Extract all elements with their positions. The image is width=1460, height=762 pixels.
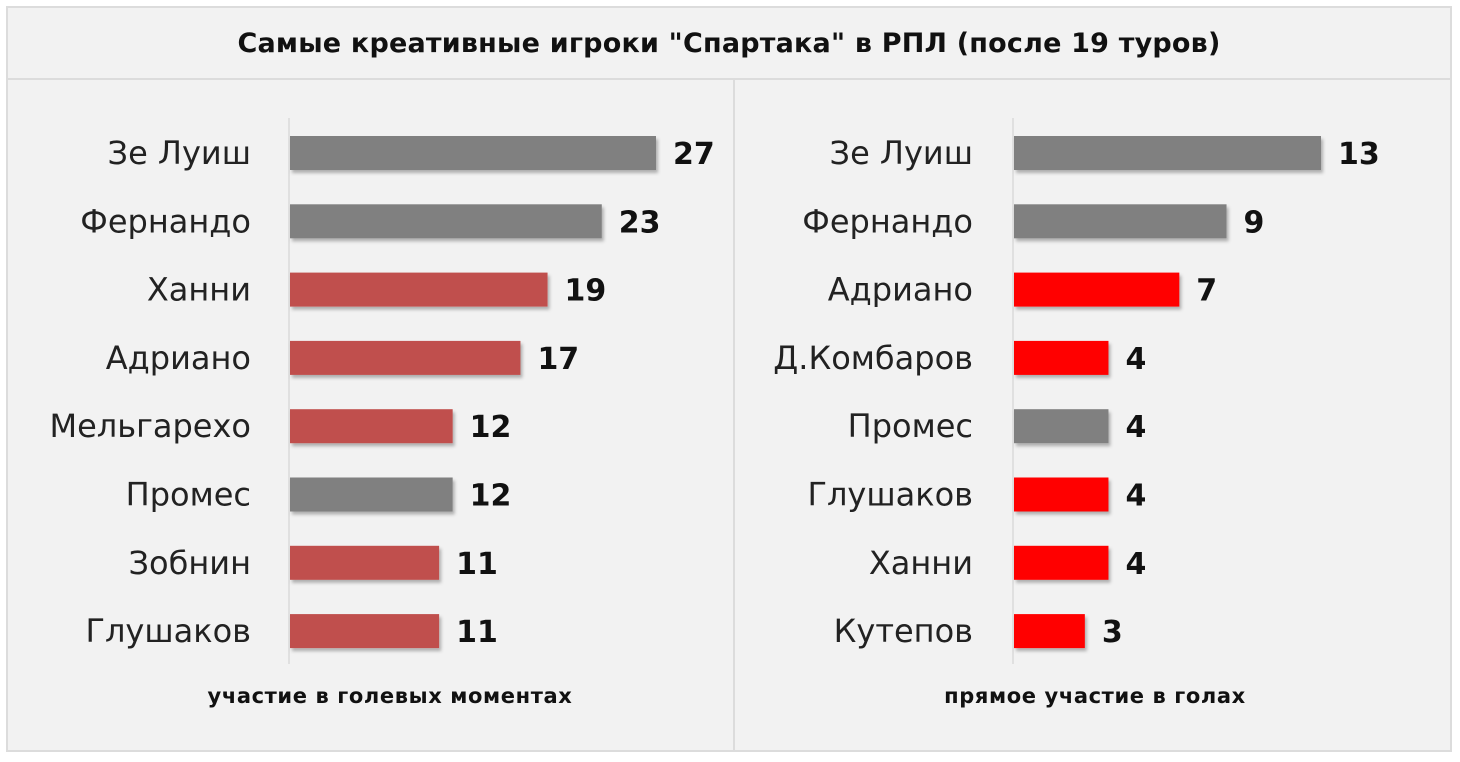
- left-chart-caption: участие в голевых моментах: [207, 684, 573, 708]
- left-value-label-8: 11: [456, 615, 498, 650]
- right-category-label-5: Промес: [848, 407, 973, 445]
- right-value-label-6: 4: [1125, 479, 1146, 514]
- panel-divider: [733, 80, 735, 752]
- right-value-label-2: 9: [1244, 205, 1265, 240]
- right-value-label-8: 3: [1102, 615, 1123, 650]
- right-bar-1: [1014, 136, 1321, 170]
- right-category-label-8: Кутепов: [834, 612, 973, 650]
- right-bar-3: [1014, 272, 1180, 307]
- right-category-label-4: Д.Комбаров: [773, 339, 973, 377]
- right-value-label-1: 13: [1338, 137, 1380, 172]
- right-category-label-7: Ханни: [869, 544, 973, 582]
- right-bar-7: [1014, 545, 1109, 580]
- right-bar-2: [1014, 204, 1227, 239]
- left-category-label-7: Зобнин: [129, 544, 251, 582]
- left-bar-1: [290, 136, 656, 170]
- right-bar-chart: Зе Луиш 13 Фернандо 9 Адриано 7 Д.Комбаров 4 Про…: [773, 118, 1380, 664]
- right-value-label-3: 7: [1196, 274, 1217, 309]
- left-category-label-2: Фернандо: [80, 202, 251, 240]
- right-chart-caption: прямое участие в голах: [944, 684, 1246, 708]
- left-category-label-4: Адриано: [106, 339, 251, 377]
- title-bar: Самые креативные игроки "Спартака" в РПЛ…: [8, 8, 1450, 80]
- left-category-label-3: Ханни: [147, 271, 251, 309]
- left-category-label-5: Мельгарехо: [49, 407, 251, 445]
- left-bar-7: [290, 545, 440, 580]
- left-bar-8: [290, 614, 440, 649]
- right-value-label-7: 4: [1125, 547, 1146, 582]
- left-value-label-7: 11: [456, 547, 498, 582]
- left-value-label-4: 17: [537, 342, 579, 377]
- right-bar-5: [1014, 409, 1109, 444]
- left-bar-6: [290, 477, 453, 512]
- right-category-label-2: Фернандо: [802, 202, 973, 240]
- right-bar-4: [1014, 340, 1109, 375]
- right-value-label-4: 4: [1125, 342, 1146, 377]
- left-value-label-5: 12: [470, 410, 512, 445]
- right-category-label-6: Глушаков: [807, 476, 973, 514]
- chart-frame: Самые креативные игроки "Спартака" в РПЛ…: [6, 6, 1452, 752]
- right-bar-6: [1014, 477, 1109, 512]
- left-bar-chart: Зе Луиш 27 Фернандо 23 Ханни 19 Адриано 17 Мельг…: [49, 118, 715, 664]
- left-value-label-1: 27: [673, 137, 715, 172]
- left-category-label-1: Зе Луиш: [108, 134, 251, 172]
- left-bar-5: [290, 409, 453, 444]
- left-bar-2: [290, 204, 602, 239]
- right-category-label-3: Адриано: [828, 271, 973, 309]
- left-bar-4: [290, 340, 521, 375]
- left-category-label-8: Глушаков: [85, 612, 251, 650]
- left-category-label-6: Промес: [126, 476, 251, 514]
- right-category-label-1: Зе Луиш: [830, 134, 973, 172]
- left-value-label-2: 23: [619, 205, 661, 240]
- right-value-label-5: 4: [1125, 410, 1146, 445]
- left-value-label-3: 19: [565, 274, 607, 309]
- chart-title: Самые креативные игроки "Спартака" в РПЛ…: [237, 27, 1221, 59]
- right-bar-8: [1014, 614, 1085, 649]
- left-value-label-6: 12: [470, 479, 512, 514]
- left-bar-3: [290, 272, 548, 307]
